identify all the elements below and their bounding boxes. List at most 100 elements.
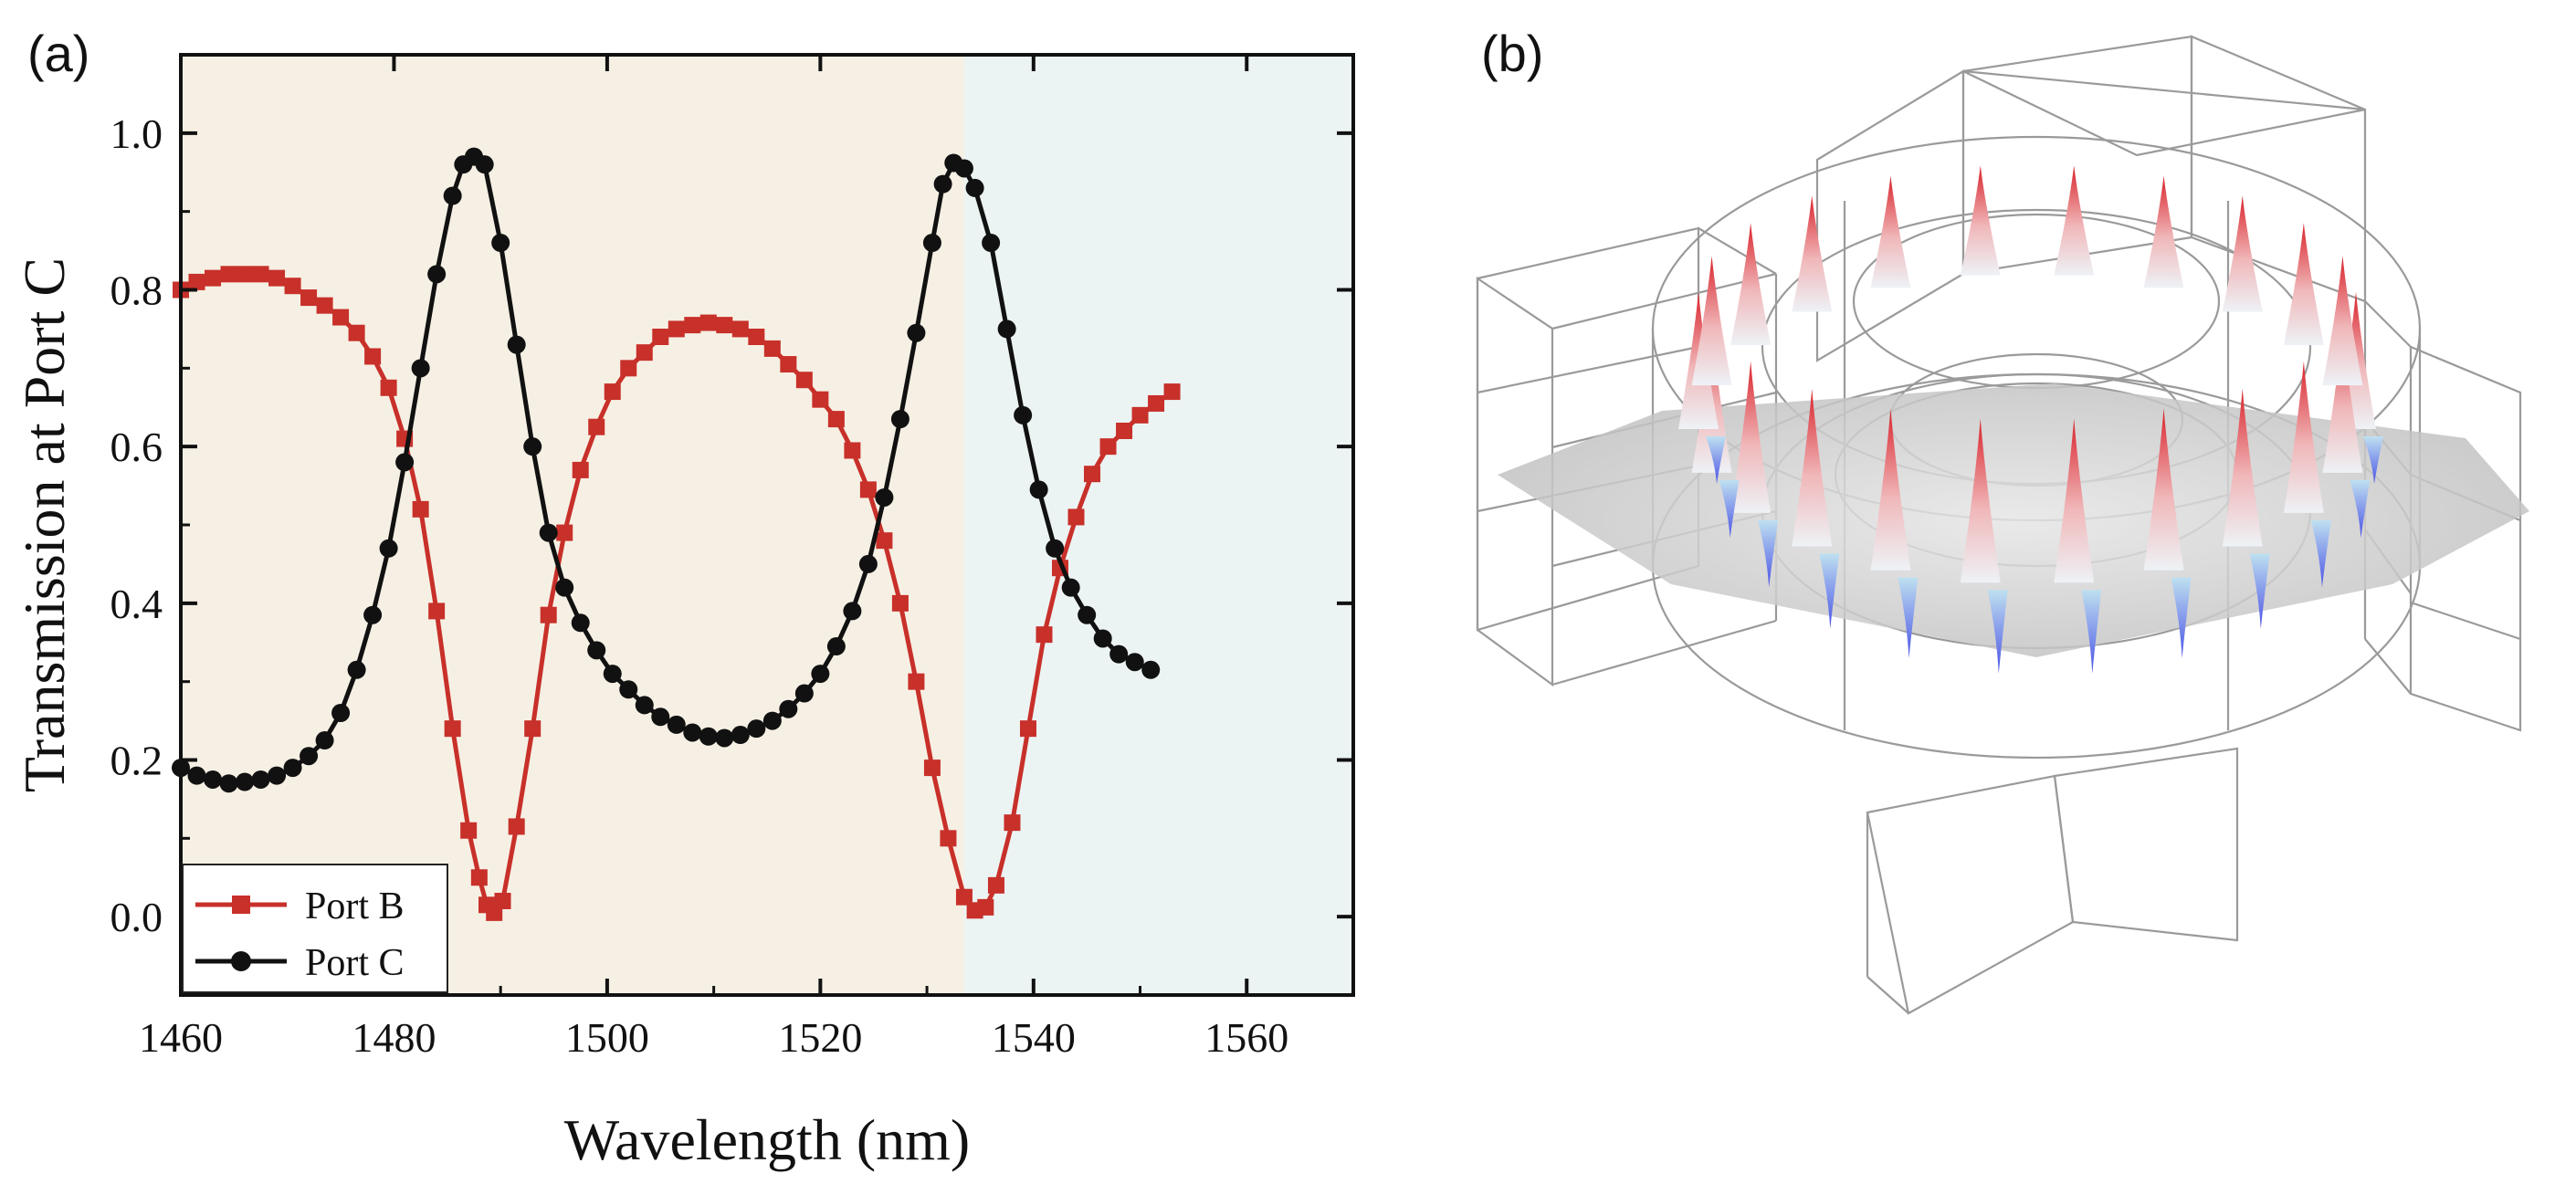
x-tick-label: 1520 xyxy=(778,1014,862,1061)
port-c-point xyxy=(475,155,494,174)
field-dip xyxy=(1987,590,2008,674)
port-b-point xyxy=(1036,626,1053,644)
port-c-point xyxy=(826,637,846,656)
port-b-point xyxy=(1019,720,1036,738)
port-b-point xyxy=(876,532,893,550)
field-peak xyxy=(2322,328,2363,473)
port-b-point xyxy=(636,344,653,361)
field-peak xyxy=(2222,388,2263,547)
port-b-point xyxy=(955,888,973,906)
port-c-point xyxy=(1046,539,1065,558)
x-axis-label: Wavelength (nm) xyxy=(564,1107,970,1172)
field-dip xyxy=(2081,590,2102,674)
field-peak xyxy=(2283,361,2324,513)
port-b-point xyxy=(1099,438,1117,456)
port-b-point xyxy=(188,273,205,290)
y-tick-label: 1.0 xyxy=(110,110,163,157)
port-b-point xyxy=(604,383,621,401)
port-b-point xyxy=(316,297,333,314)
port-b-point xyxy=(1116,423,1133,439)
port-c-point xyxy=(890,410,909,429)
port-b-point xyxy=(444,720,461,738)
port-c-point xyxy=(683,723,702,742)
field-peak xyxy=(1792,388,1833,547)
y-axis-label: Transmission at Port C xyxy=(12,257,77,792)
port-b-point xyxy=(748,329,765,345)
port-b-point xyxy=(300,289,318,307)
port-b-point xyxy=(731,320,749,338)
port-b-point xyxy=(795,372,813,389)
port-c-point xyxy=(731,726,750,745)
field-peak xyxy=(1870,175,1911,288)
field-peak xyxy=(2283,223,2324,346)
field-peak xyxy=(2143,408,2184,571)
port-b-point xyxy=(977,898,994,916)
port-b-point xyxy=(1148,394,1165,412)
port-c-point xyxy=(619,680,638,699)
field-dip xyxy=(2249,553,2270,629)
port-c-point xyxy=(843,602,862,621)
port-c-point xyxy=(982,234,1001,252)
port-b-point xyxy=(780,356,797,373)
port-b-point xyxy=(588,418,605,435)
port-c-point xyxy=(315,731,334,750)
field-peak xyxy=(2054,165,2095,276)
port-b-point xyxy=(556,524,573,541)
port-b-point xyxy=(205,269,222,287)
port-c-point xyxy=(794,684,814,703)
port-c-point xyxy=(219,774,238,793)
port-b-point xyxy=(812,391,829,408)
x-tick-label: 1480 xyxy=(352,1014,436,1061)
port-b-point xyxy=(268,269,286,287)
port-c-point xyxy=(907,323,926,342)
port-c-point xyxy=(965,178,984,197)
port-b-point xyxy=(252,266,269,283)
port-c-point xyxy=(1125,653,1144,672)
port-b-point xyxy=(652,329,669,345)
port-b-point xyxy=(494,893,511,909)
field-peak xyxy=(1792,195,1833,312)
port-c-point xyxy=(411,359,430,378)
port-b-point xyxy=(716,317,733,334)
field-peak xyxy=(2054,418,2095,583)
port-b-point xyxy=(684,317,701,334)
port-b-point xyxy=(827,411,845,428)
port-c-point xyxy=(1014,405,1033,424)
port-c-point xyxy=(811,665,830,684)
port-c-point xyxy=(268,766,287,785)
port-c-point xyxy=(443,186,462,205)
field-dip xyxy=(2310,519,2331,588)
port-b-point xyxy=(348,324,365,341)
port-c-point xyxy=(875,487,894,507)
port-c-point xyxy=(523,437,542,456)
port-b-point xyxy=(1004,814,1021,832)
field-dip xyxy=(1898,577,1919,659)
field-dip xyxy=(1758,519,1779,588)
field-dip xyxy=(2363,436,2383,484)
port-c-point xyxy=(858,554,878,573)
port-c-point xyxy=(539,523,558,542)
field-dip xyxy=(1819,553,1840,629)
port-b-point xyxy=(332,309,350,326)
panel-a-label: (a) xyxy=(27,25,89,82)
field-peak xyxy=(2222,195,2263,312)
port-b-point xyxy=(1163,383,1181,401)
legend-marker xyxy=(231,951,251,971)
transmission-chart: 1460 1480 1500 1520 1540 1560 0.0 0.2 0.4 0.6 0.8 1… xyxy=(12,53,1355,1172)
port-b-point xyxy=(540,606,557,623)
port-b-point xyxy=(923,760,941,777)
x-tick-label: 1460 xyxy=(139,1014,223,1061)
port-c-point xyxy=(331,704,351,722)
port-c-point xyxy=(571,613,590,633)
field-peak xyxy=(1730,361,1772,513)
port-b-point xyxy=(428,602,446,620)
field-peak xyxy=(2322,256,2363,386)
port-c-point xyxy=(507,335,526,354)
port-c-point xyxy=(933,174,952,194)
port-c-point xyxy=(1078,605,1097,624)
field-dip xyxy=(2171,577,2192,659)
x-tick-label: 1560 xyxy=(1204,1014,1288,1061)
port-b-point xyxy=(1084,466,1101,483)
port-c-point xyxy=(379,539,398,558)
